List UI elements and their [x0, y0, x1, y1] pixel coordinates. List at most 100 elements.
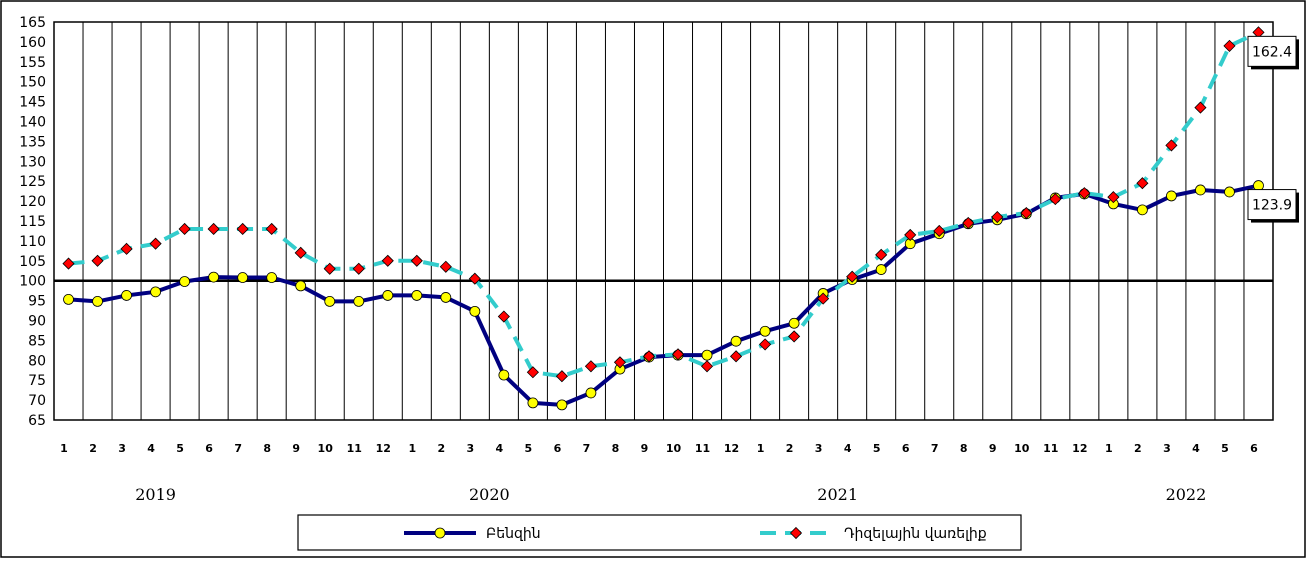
x-tick-label: 5	[1221, 442, 1229, 455]
data-point-petrol	[556, 399, 568, 411]
end-label-box	[1247, 35, 1297, 67]
data-point-petrol	[788, 317, 800, 329]
x-axis-year-labels: 2019 2020 2021 2022	[135, 485, 1206, 504]
data-point-diesel	[642, 350, 656, 363]
data-point-diesel	[933, 224, 946, 238]
y-tick-label: 85	[28, 333, 46, 349]
data-point-diesel	[904, 228, 917, 241]
data-point-diesel	[439, 260, 452, 273]
x-tick-label: 4	[844, 442, 852, 455]
data-point-diesel	[1020, 206, 1033, 220]
data-point-diesel	[62, 257, 75, 270]
data-point-diesel	[584, 360, 598, 373]
data-point-petrol	[440, 292, 452, 303]
x-tick-label: 1	[1105, 442, 1113, 455]
data-point-diesel	[817, 292, 830, 305]
x-tick-label: 7	[931, 442, 939, 455]
data-point-petrol	[92, 295, 103, 307]
vertical-gridlines	[82, 22, 1245, 420]
data-point-diesel	[526, 366, 539, 379]
data-point-diesel	[759, 338, 772, 351]
x-tick-label: 11	[695, 442, 710, 455]
data-point-diesel	[149, 237, 162, 250]
data-point-diesel	[294, 246, 307, 259]
y-tick-label: 130	[19, 154, 46, 170]
data-point-diesel	[178, 222, 191, 236]
data-point-petrol	[498, 369, 510, 381]
y-tick-label: 155	[19, 55, 46, 71]
x-tick-label: 10	[318, 442, 334, 455]
data-point-diesel	[410, 254, 423, 267]
data-point-diesel	[207, 222, 220, 236]
y-tick-label: 75	[28, 373, 46, 389]
end-label-0: 123.9	[1247, 189, 1299, 223]
data-point-diesel	[468, 272, 481, 285]
data-point-diesel	[991, 210, 1004, 224]
y-tick-label: 160	[19, 35, 46, 51]
x-tick-label: 11	[1043, 442, 1058, 455]
data-point-petrol	[1195, 184, 1206, 196]
y-tick-label: 115	[19, 214, 46, 230]
data-point-petrol	[179, 276, 191, 287]
data-point-diesel	[1194, 101, 1207, 114]
legend-swatch-diesel-marker	[789, 526, 803, 540]
x-tick-label: 2	[786, 442, 794, 455]
legend: Բենզին Դիզելային վառելիք	[297, 514, 1022, 551]
data-point-petrol	[382, 290, 394, 301]
y-tick-label: 120	[19, 194, 46, 210]
x-tick-label: 12	[1072, 442, 1087, 455]
x-tick-label: 6	[1250, 442, 1258, 455]
y-tick-label: 140	[19, 115, 46, 131]
data-point-petrol	[150, 286, 161, 298]
data-point-diesel	[875, 248, 888, 261]
data-point-diesel	[1165, 139, 1178, 152]
x-tick-label: 7	[234, 442, 242, 455]
data-point-petrol	[1224, 186, 1235, 198]
data-point-petrol	[759, 325, 771, 337]
y-tick-label: 90	[28, 314, 46, 330]
y-tick-label: 165	[19, 15, 46, 31]
legend-label-petrol: Բենզին	[486, 526, 541, 542]
data-point-petrol	[353, 295, 365, 307]
end-value-labels: 123.9 162.4	[1247, 35, 1299, 223]
data-point-diesel	[120, 242, 133, 255]
data-point-diesel	[1223, 39, 1236, 52]
x-tick-label: 4	[147, 442, 155, 455]
x-tick-label: 6	[902, 442, 910, 455]
x-tick-label: 8	[263, 442, 271, 455]
y-tick-label: 95	[28, 294, 46, 310]
x-tick-label: 1	[408, 442, 416, 455]
end-label-text: 162.4	[1252, 44, 1292, 60]
y-tick-label: 125	[19, 174, 46, 190]
y-tick-label: 80	[28, 353, 46, 369]
y-tick-label: 100	[19, 274, 46, 290]
x-tick-label: 3	[467, 442, 475, 455]
y-tick-label: 65	[28, 413, 46, 429]
data-point-petrol	[469, 305, 481, 317]
x-tick-label: 6	[205, 442, 213, 455]
data-point-petrol	[527, 397, 539, 409]
data-point-diesel	[1078, 187, 1091, 200]
x-tick-label: 4	[1192, 442, 1200, 455]
x-tick-label: 5	[873, 442, 881, 455]
x-tick-label: 9	[292, 442, 300, 455]
data-point-diesel	[265, 222, 278, 236]
data-point-diesel	[381, 254, 394, 267]
y-tick-label: 150	[19, 75, 46, 91]
y-tick-label: 105	[19, 254, 46, 270]
data-point-diesel	[497, 310, 510, 323]
data-point-diesel	[613, 356, 627, 369]
data-point-diesel	[1107, 191, 1120, 204]
data-point-diesel	[700, 360, 714, 373]
year-label: 2022	[1166, 485, 1207, 504]
data-point-petrol	[266, 272, 278, 283]
data-point-diesel	[846, 270, 859, 283]
end-label-1: 162.4	[1247, 35, 1299, 70]
data-point-petrol	[324, 295, 336, 307]
data-point-petrol	[730, 335, 742, 347]
x-tick-label: 9	[989, 442, 997, 455]
x-tick-label: 12	[724, 442, 739, 455]
data-point-petrol	[1136, 204, 1148, 216]
x-tick-label: 2	[89, 442, 97, 455]
x-tick-label: 5	[176, 442, 184, 455]
